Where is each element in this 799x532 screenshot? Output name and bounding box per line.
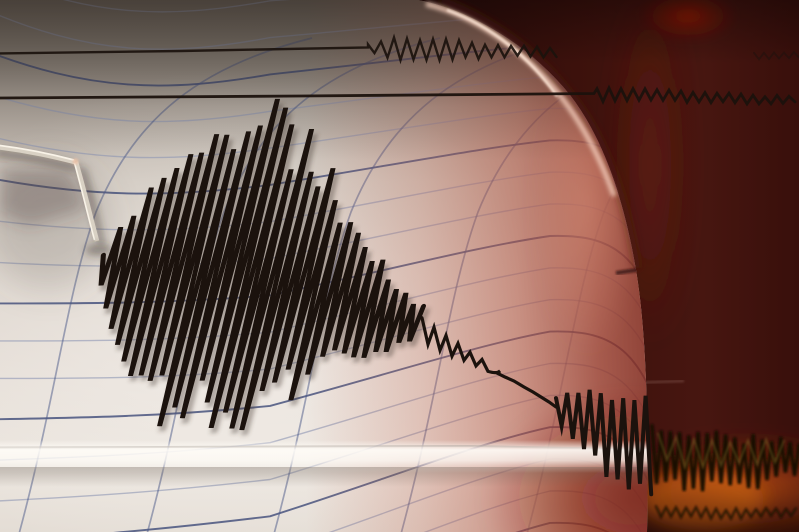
pen-assembly bbox=[0, 144, 113, 289]
pen-wedge-shadow bbox=[0, 168, 88, 226]
rim-outer-shade bbox=[438, 0, 641, 269]
noise-thin-line bbox=[654, 504, 798, 522]
pen-bend-glint bbox=[72, 158, 79, 165]
main-earthquake-burst bbox=[98, 98, 430, 436]
faint-trace-far-right bbox=[753, 50, 799, 61]
pen-arm-vertical bbox=[73, 161, 100, 242]
decaying-coda-tail bbox=[420, 316, 558, 409]
burst-ink bbox=[98, 98, 426, 431]
pen-arm-shadow-h bbox=[0, 150, 79, 171]
noise-band-glint bbox=[657, 432, 785, 471]
previous-trace-line-1 bbox=[0, 33, 558, 65]
pen-arm-shadow-v bbox=[78, 167, 106, 246]
seismogram-traces bbox=[0, 33, 799, 522]
pen-tip-shadow bbox=[85, 244, 113, 256]
pen-arm-vertical-highlight bbox=[73, 162, 96, 241]
noise-band-ink bbox=[650, 424, 799, 492]
aftershock-zigzag bbox=[554, 389, 654, 497]
dark-region-noise bbox=[650, 424, 799, 522]
pen-arm-horizontal bbox=[0, 145, 76, 165]
rim-highlight-core bbox=[446, 8, 558, 97]
pen-arm-horizontal-highlight bbox=[0, 144, 75, 161]
previous-trace-line-2 bbox=[0, 84, 797, 107]
